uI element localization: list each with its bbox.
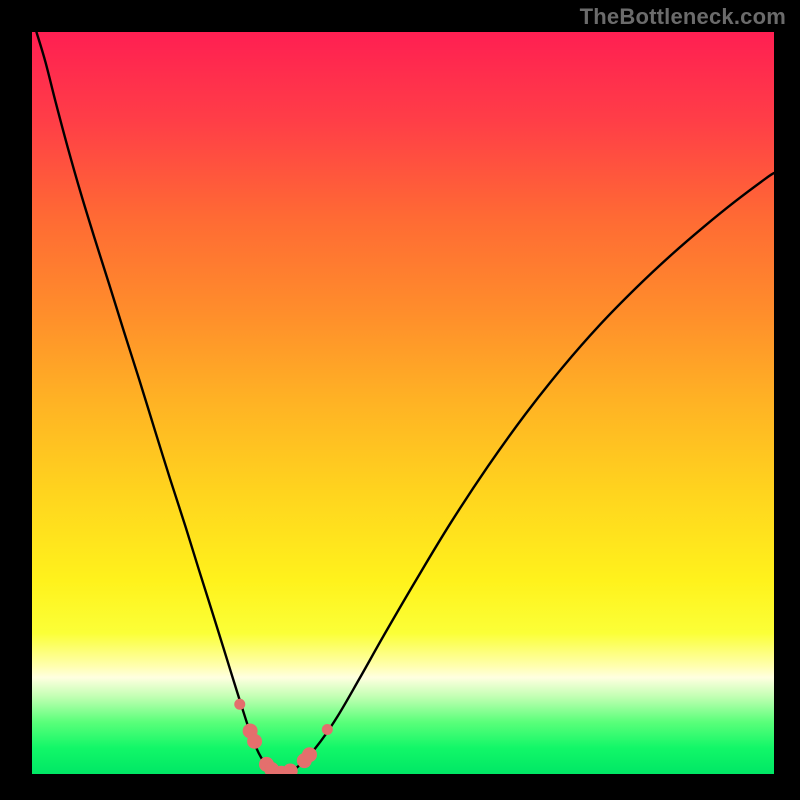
curve-right-curve — [281, 173, 774, 774]
watermark-text: TheBottleneck.com — [580, 4, 786, 30]
marker-point — [283, 764, 297, 774]
chart-root: { "canvas": { "width": 800, "height": 80… — [0, 0, 800, 800]
plot-area — [32, 32, 774, 774]
marker-point — [322, 724, 332, 734]
marker-point — [248, 734, 262, 748]
curve-overlay — [32, 32, 774, 774]
marker-point — [235, 699, 245, 709]
curve-left-curve — [36, 32, 280, 774]
marker-point — [303, 748, 317, 762]
